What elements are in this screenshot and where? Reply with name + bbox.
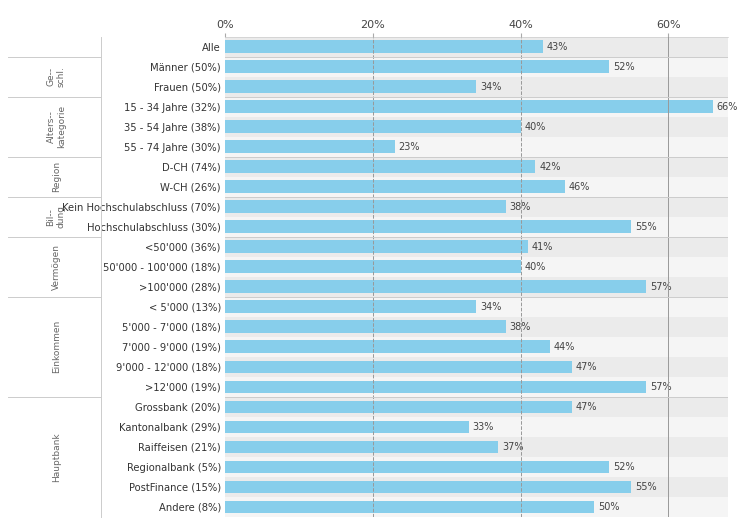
Text: 55%: 55%	[635, 482, 657, 492]
Text: 44%: 44%	[554, 342, 575, 352]
Bar	[225, 140, 395, 153]
Bar	[225, 280, 646, 293]
Text: 46%: 46%	[568, 182, 590, 192]
Bar	[225, 441, 499, 453]
Text: 37%: 37%	[502, 442, 524, 452]
Bar	[225, 56, 728, 77]
Text: 57%: 57%	[650, 282, 671, 292]
Text: 47%: 47%	[576, 402, 598, 412]
Bar	[225, 181, 565, 193]
Bar	[225, 477, 728, 497]
Bar	[225, 481, 632, 493]
Text: Bil--
dung: Bil-- dung	[46, 205, 66, 228]
Text: 34%: 34%	[480, 302, 501, 312]
Text: 42%: 42%	[539, 162, 560, 172]
Bar	[225, 160, 536, 173]
Text: 38%: 38%	[509, 322, 531, 331]
Bar	[225, 220, 632, 233]
Bar	[225, 77, 728, 97]
Text: 40%: 40%	[524, 122, 546, 132]
Bar	[225, 100, 712, 113]
Text: 52%: 52%	[613, 462, 634, 472]
Text: 23%: 23%	[399, 141, 420, 151]
Text: Region: Region	[52, 161, 61, 192]
Bar	[225, 457, 728, 477]
Bar	[225, 397, 728, 417]
Text: Vermögen: Vermögen	[52, 244, 61, 290]
Bar	[225, 37, 728, 56]
Bar	[225, 361, 572, 373]
Bar	[225, 121, 520, 133]
Bar	[225, 497, 728, 517]
Text: Ge--
schl.: Ge-- schl.	[46, 66, 66, 87]
Bar	[225, 381, 646, 393]
Text: 50%: 50%	[598, 502, 619, 512]
Bar	[225, 137, 728, 157]
Bar	[225, 277, 728, 296]
Bar	[225, 217, 728, 236]
Text: 47%: 47%	[576, 362, 598, 372]
Bar	[225, 317, 728, 337]
Text: Einkommen: Einkommen	[52, 320, 61, 373]
Text: Alters--
kategorie: Alters-- kategorie	[46, 105, 66, 148]
Text: Hauptbank: Hauptbank	[52, 432, 61, 482]
Text: 66%: 66%	[716, 102, 738, 112]
Bar	[225, 236, 728, 257]
Bar	[225, 301, 476, 313]
Text: 40%: 40%	[524, 262, 546, 271]
Text: 57%: 57%	[650, 382, 671, 392]
Bar	[225, 197, 728, 217]
Bar	[225, 321, 506, 333]
Bar	[225, 437, 728, 457]
Text: 43%: 43%	[547, 42, 568, 52]
Bar	[225, 296, 728, 317]
Text: 41%: 41%	[532, 242, 553, 252]
Text: 33%: 33%	[472, 422, 494, 432]
Bar	[225, 200, 506, 213]
Text: 34%: 34%	[480, 81, 501, 91]
Bar	[225, 460, 609, 473]
Bar	[225, 61, 609, 73]
Text: 52%: 52%	[613, 62, 634, 72]
Bar	[225, 116, 728, 137]
Bar	[225, 97, 728, 116]
Text: 55%: 55%	[635, 222, 657, 232]
Bar	[225, 40, 543, 53]
Bar	[225, 241, 528, 253]
Bar	[225, 176, 728, 197]
Bar	[225, 421, 469, 433]
Bar	[225, 340, 550, 353]
Bar	[225, 80, 476, 93]
Bar	[225, 257, 728, 277]
Bar	[225, 357, 728, 377]
Bar	[225, 417, 728, 437]
Bar	[225, 501, 595, 513]
Bar	[225, 400, 572, 413]
Bar	[225, 377, 728, 397]
Bar	[225, 157, 728, 176]
Text: 38%: 38%	[509, 201, 531, 211]
Bar	[225, 337, 728, 357]
Bar	[225, 260, 520, 273]
